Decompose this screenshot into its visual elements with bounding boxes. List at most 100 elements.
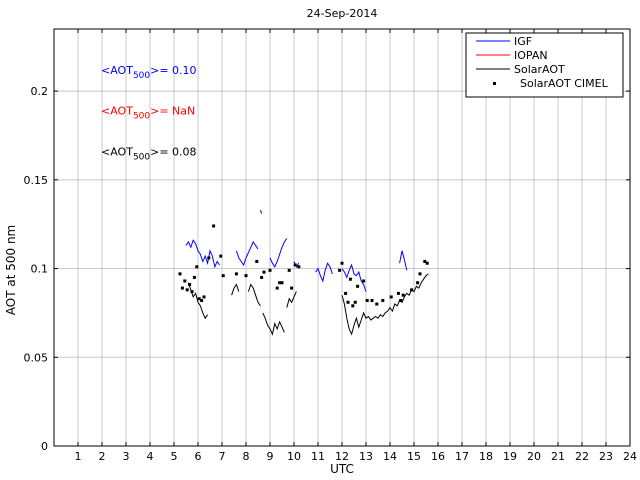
data-point-solaraot-cimel: [293, 263, 297, 267]
x-tick-label: 1: [75, 450, 82, 463]
data-point-solaraot-cimel: [244, 274, 248, 278]
data-point-solaraot-cimel: [268, 268, 272, 272]
data-point-solaraot-cimel: [192, 275, 196, 279]
mean-annotations: <AOT500>= 0.10<AOT500>= NaN<AOT500>= 0.0…: [101, 64, 197, 163]
data-point-solaraot-cimel: [418, 272, 422, 276]
series-line-igf: [185, 239, 221, 269]
x-tick-label: 5: [171, 450, 178, 463]
annotation-prefix: <AOT: [101, 145, 133, 158]
data-point-solaraot-cimel: [195, 265, 199, 269]
chart-title: 24-Sep-2014: [307, 7, 378, 20]
data-point-solaraot-cimel: [370, 298, 374, 302]
x-tick-label: 22: [575, 450, 589, 463]
x-tick-label: 19: [503, 450, 517, 463]
x-tick-label: 3: [123, 450, 130, 463]
legend-label: SolarAOT: [514, 63, 565, 76]
legend-swatch-point: [493, 82, 496, 85]
y-tick-label: 0.15: [24, 174, 49, 187]
series-line-igf: [315, 262, 333, 283]
data-point-solaraot-cimel: [234, 272, 238, 276]
x-tick-label: 17: [455, 450, 469, 463]
data-point-solaraot-cimel: [219, 254, 223, 258]
annotation-prefix: <AOT: [101, 105, 133, 118]
x-tick-label: 14: [383, 450, 397, 463]
series-line-solaraot: [341, 273, 429, 336]
x-tick-label: 8: [243, 450, 250, 463]
data-point-solaraot-cimel: [416, 281, 420, 285]
y-tick-label: 0.05: [24, 351, 49, 364]
mean-annotation: <AOT500>= 0.08: [101, 145, 197, 162]
x-tick-label: 18: [479, 450, 493, 463]
x-tick-label: 7: [219, 450, 226, 463]
series-line-solaraot: [231, 283, 240, 296]
data-point-solaraot-cimel: [185, 288, 189, 292]
data-point-solaraot-cimel: [190, 290, 194, 294]
series-line-solaraot: [262, 312, 285, 336]
x-tick-label: 6: [195, 450, 202, 463]
annotation-value: >= 0.08: [150, 145, 196, 158]
x-tick-label: 4: [147, 450, 154, 463]
data-point-solaraot-cimel: [178, 272, 182, 276]
data-point-solaraot-cimel: [348, 277, 352, 281]
data-point-solaraot-cimel: [425, 261, 429, 265]
axis-ticks: 1 2 3 4 5 6 7 8 9 10 11 12 13 14 15 16 17 18 19 20 21 22 23 240…: [24, 29, 637, 463]
data-point-solaraot-cimel: [202, 295, 206, 299]
data-point-solaraot-cimel: [338, 268, 342, 272]
data-point-solaraot-cimel: [381, 298, 385, 302]
x-tick-label: 21: [551, 450, 565, 463]
legend-label: SolarAOT CIMEL: [520, 77, 609, 90]
annotation-value: >= NaN: [150, 105, 195, 118]
data-point-solaraot-cimel: [287, 268, 291, 272]
data-point-solaraot-cimel: [401, 293, 405, 297]
data-point-solaraot-cimel: [351, 304, 355, 308]
data-point-solaraot-cimel: [399, 298, 403, 302]
legend-label: IGF: [514, 35, 532, 48]
y-tick-label: 0: [41, 440, 48, 453]
data-point-solaraot-cimel: [207, 256, 211, 260]
x-tick-label: 12: [335, 450, 349, 463]
mean-annotation: <AOT500>= NaN: [101, 105, 195, 122]
legend-label: IOPAN: [514, 49, 548, 62]
data-point-solaraot-cimel: [346, 300, 350, 304]
data-point-solaraot-cimel: [212, 224, 216, 228]
y-tick-label: 0.1: [31, 263, 49, 276]
data-point-solaraot-cimel: [353, 300, 357, 304]
x-tick-label: 15: [407, 450, 421, 463]
grid-lines: [54, 29, 631, 446]
data-point-solaraot-cimel: [180, 286, 184, 290]
x-tick-label: 13: [359, 450, 373, 463]
data-point-solaraot-cimel: [396, 291, 400, 295]
y-axis-label: AOT at 500 nm: [4, 225, 18, 315]
x-tick-label: 9: [267, 450, 274, 463]
mean-annotation: <AOT500>= 0.10: [101, 64, 197, 81]
x-tick-label: 20: [527, 450, 541, 463]
data-point-solaraot-cimel: [260, 275, 264, 279]
data-point-solaraot-cimel: [410, 288, 414, 292]
data-point-solaraot-cimel: [423, 259, 427, 263]
data-point-solaraot-cimel: [389, 295, 393, 299]
x-tick-label: 24: [623, 450, 637, 463]
data-point-solaraot-cimel: [200, 298, 204, 302]
x-tick-label: 11: [311, 450, 325, 463]
data-point-solaraot-cimel: [290, 286, 294, 290]
annotation-value: >= 0.10: [150, 64, 196, 77]
x-tick-label: 2: [99, 450, 106, 463]
data-point-solaraot-cimel: [344, 291, 348, 295]
data-point-solaraot-cimel: [278, 281, 282, 285]
data-point-solaraot-cimel: [262, 270, 266, 274]
data-point-solaraot-cimel: [356, 284, 360, 288]
series-line-igf: [259, 209, 263, 214]
data-point-solaraot-cimel: [255, 259, 259, 263]
y-tick-label: 0.2: [31, 85, 49, 98]
data-point-solaraot-cimel: [340, 261, 344, 265]
series-line-igf: [341, 263, 367, 292]
data-point-solaraot-cimel: [183, 279, 187, 283]
data-point-solaraot-cimel: [197, 297, 201, 301]
data-point-solaraot-cimel: [280, 281, 284, 285]
data-point-solaraot-cimel: [221, 274, 225, 278]
data-point-solaraot-cimel: [188, 283, 192, 287]
x-axis-label: UTC: [330, 462, 354, 476]
annotation-subscript: 500: [133, 112, 150, 122]
